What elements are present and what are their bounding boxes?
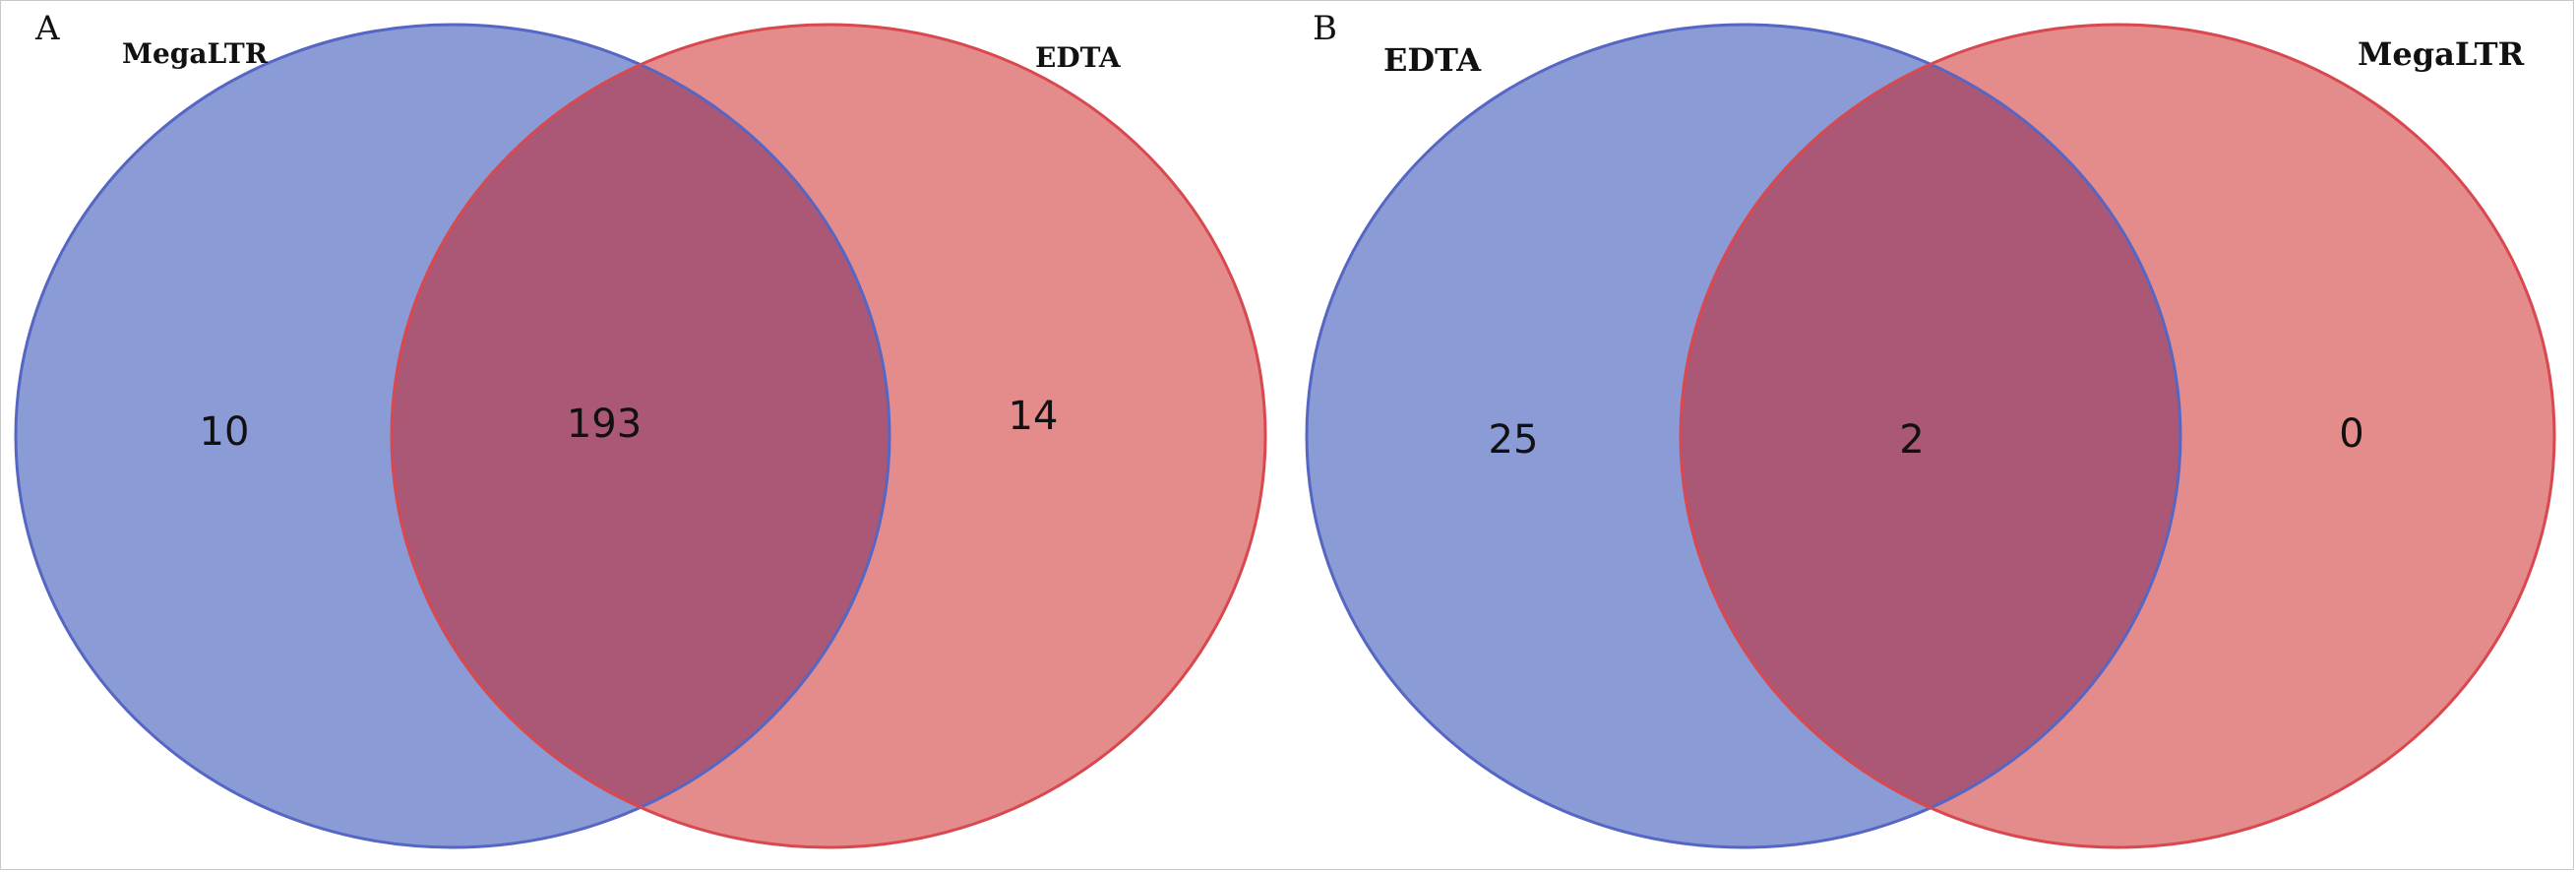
venn-panel-b: B EDTA MegaLTR 25 2 0 [1305,9,2556,849]
count-intersection: 2 [1899,417,1924,463]
set-outline-megaltr [14,23,891,849]
count-right-only: 14 [1009,394,1059,439]
intersection-region [1681,25,2180,847]
set-label-left: EDTA [1383,41,1482,79]
set-label-right: MegaLTR [2358,35,2525,73]
set-outline-edta [390,23,1267,849]
set-label-left: MegaLTR [122,37,269,70]
panel-letter: A [34,9,60,48]
intersection-region [392,25,889,847]
count-left-only: 10 [200,409,250,455]
count-intersection: 193 [567,402,642,447]
set-outline-edta [1305,23,2182,849]
panel-letter: B [1313,9,1337,48]
count-right-only: 0 [2339,411,2363,457]
count-left-only: 25 [1489,417,1539,463]
venn-panel-a: A MegaLTR EDTA 10 193 14 [14,9,1267,849]
set-outline-megaltr [1679,23,2556,849]
set-label-right: EDTA [1035,41,1122,74]
